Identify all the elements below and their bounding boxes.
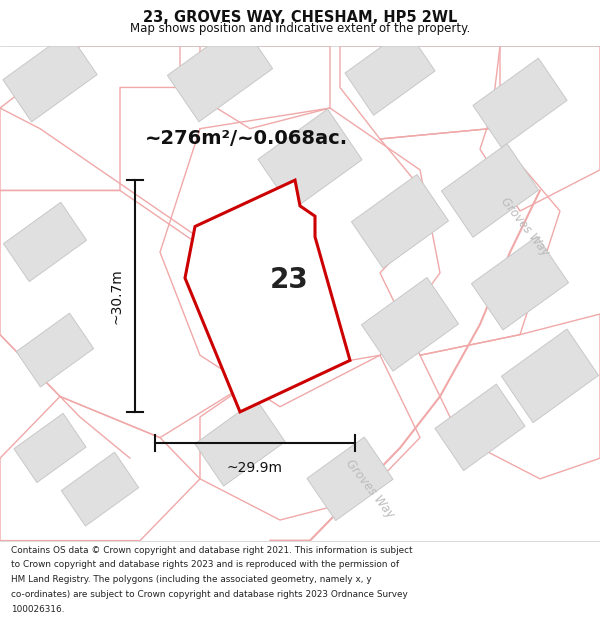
Polygon shape [16,313,94,387]
Polygon shape [258,109,362,210]
Text: to Crown copyright and database rights 2023 and is reproduced with the permissio: to Crown copyright and database rights 2… [11,561,399,569]
Text: 23, GROVES WAY, CHESHAM, HP5 2WL: 23, GROVES WAY, CHESHAM, HP5 2WL [143,10,457,25]
Polygon shape [352,174,449,268]
Polygon shape [195,399,285,486]
Polygon shape [14,413,86,482]
Text: 100026316.: 100026316. [11,605,64,614]
Text: HM Land Registry. The polygons (including the associated geometry, namely x, y: HM Land Registry. The polygons (includin… [11,575,371,584]
Text: ~29.9m: ~29.9m [227,461,283,476]
Polygon shape [167,22,272,122]
Text: co-ordinates) are subject to Crown copyright and database rights 2023 Ordnance S: co-ordinates) are subject to Crown copyr… [11,590,407,599]
Polygon shape [61,452,139,526]
Polygon shape [185,180,350,412]
Polygon shape [473,58,567,148]
Text: ~30.7m: ~30.7m [109,268,123,324]
Polygon shape [345,29,435,115]
Polygon shape [307,437,393,521]
Text: 23: 23 [270,266,309,294]
Polygon shape [442,144,539,238]
Text: Contains OS data © Crown copyright and database right 2021. This information is : Contains OS data © Crown copyright and d… [11,546,412,555]
Polygon shape [435,384,525,471]
Polygon shape [361,278,458,371]
Text: ~276m²/~0.068ac.: ~276m²/~0.068ac. [145,129,348,149]
Polygon shape [472,236,569,330]
Polygon shape [502,329,599,422]
Polygon shape [4,202,86,282]
Text: Map shows position and indicative extent of the property.: Map shows position and indicative extent… [130,22,470,34]
Polygon shape [3,32,97,122]
Text: Groves Way: Groves Way [498,194,552,258]
Text: Groves Way: Groves Way [343,458,397,521]
